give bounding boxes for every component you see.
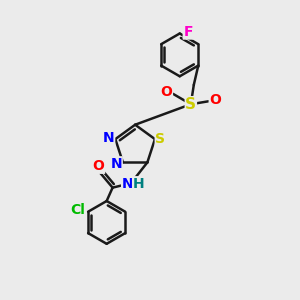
Text: S: S [185, 97, 196, 112]
Text: O: O [160, 85, 172, 99]
Text: N: N [122, 177, 133, 191]
Text: F: F [183, 25, 193, 39]
Text: N: N [111, 157, 122, 171]
Text: O: O [93, 159, 105, 173]
Text: S: S [155, 132, 165, 146]
Text: O: O [209, 93, 221, 107]
Text: H: H [133, 177, 144, 191]
Text: N: N [103, 130, 115, 145]
Text: Cl: Cl [70, 203, 85, 217]
